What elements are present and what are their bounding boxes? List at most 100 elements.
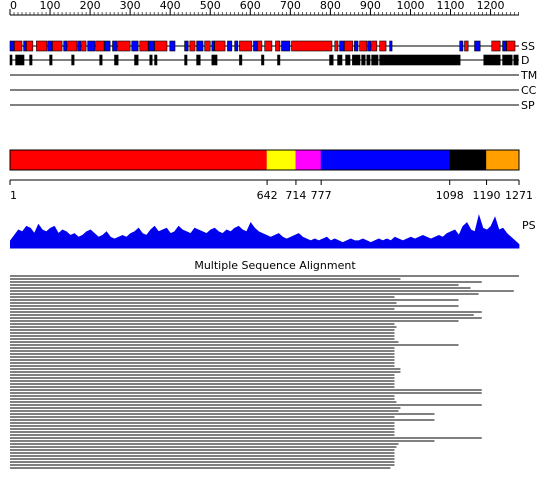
- track-label: CC: [521, 84, 537, 97]
- ruler-label: 300: [120, 0, 141, 12]
- helix: [275, 40, 281, 52]
- track-label: SP: [521, 99, 535, 112]
- ruler-label: 0: [10, 0, 17, 12]
- domain-label: 777: [311, 189, 332, 202]
- strand: [474, 40, 481, 52]
- helix: [379, 40, 387, 52]
- helix: [26, 40, 34, 52]
- strand: [502, 40, 507, 52]
- disorder: [379, 54, 461, 66]
- helix: [371, 40, 378, 52]
- disorder: [483, 54, 501, 66]
- disorder: [361, 54, 366, 66]
- track-label: TM: [520, 69, 537, 82]
- helix: [139, 40, 149, 52]
- disorder: [184, 54, 188, 66]
- strand: [367, 40, 372, 52]
- ruler-label: 600: [240, 0, 261, 12]
- helix: [214, 40, 226, 52]
- alignment-title: Multiple Sequence Alignment: [194, 259, 356, 272]
- domain-label: 1098: [436, 189, 464, 202]
- domain-border: [9, 149, 520, 171]
- disorder: [9, 54, 13, 66]
- domain: [295, 150, 322, 170]
- disorder: [277, 54, 281, 66]
- domain: [320, 150, 450, 170]
- ruler-label: 900: [360, 0, 381, 12]
- strand: [77, 40, 82, 52]
- disorder: [196, 54, 201, 66]
- strand: [459, 40, 464, 52]
- domain: [266, 150, 296, 170]
- track-label: SS: [521, 40, 535, 53]
- disorder: [134, 54, 139, 66]
- disorder: [366, 54, 371, 66]
- ruler-label: 1000: [396, 0, 424, 12]
- disorder: [261, 54, 265, 66]
- disorder: [345, 54, 351, 66]
- disorder: [49, 54, 53, 66]
- profile-label: PS: [522, 219, 536, 232]
- disorder: [15, 54, 25, 66]
- ruler-label: 700: [280, 0, 301, 12]
- strand: [196, 40, 204, 52]
- disorder: [502, 54, 513, 66]
- strand: [148, 40, 155, 52]
- strand: [354, 40, 359, 52]
- strand: [339, 40, 345, 52]
- domain-label: 1190: [473, 189, 501, 202]
- disorder: [211, 54, 218, 66]
- helix: [239, 40, 253, 52]
- ruler-label: 200: [80, 0, 101, 12]
- disorder: [114, 54, 119, 66]
- helix: [67, 40, 78, 52]
- disorder: [352, 54, 361, 66]
- strand: [234, 40, 239, 52]
- disorder: [29, 54, 33, 66]
- helix: [81, 40, 87, 52]
- disorder: [154, 54, 158, 66]
- helix: [257, 40, 263, 52]
- strand: [131, 40, 139, 52]
- disorder: [149, 54, 153, 66]
- helix: [491, 40, 501, 52]
- strand: [104, 40, 111, 52]
- domain: [486, 150, 519, 170]
- disorder: [71, 54, 75, 66]
- strand: [112, 40, 118, 52]
- strand: [227, 40, 233, 52]
- helix: [52, 40, 63, 52]
- helix: [344, 40, 354, 52]
- helix: [291, 40, 333, 52]
- domain-label: 714: [285, 189, 306, 202]
- track-label: D: [521, 54, 529, 67]
- strand: [47, 40, 53, 52]
- helix: [14, 40, 23, 52]
- helix: [464, 40, 469, 52]
- helix: [506, 40, 516, 52]
- disorder: [513, 54, 519, 66]
- domain-label: 1: [10, 189, 17, 202]
- strand: [63, 40, 68, 52]
- helix: [154, 40, 168, 52]
- ruler-label: 500: [200, 0, 221, 12]
- disorder: [329, 54, 334, 66]
- strand: [389, 40, 393, 52]
- helix: [36, 40, 48, 52]
- strand: [9, 40, 15, 52]
- strand: [184, 40, 189, 52]
- helix: [117, 40, 131, 52]
- strand: [87, 40, 96, 52]
- domain: [449, 150, 487, 170]
- disorder: [99, 54, 103, 66]
- domain-label: 642: [257, 189, 278, 202]
- disorder: [239, 54, 243, 66]
- strand: [169, 40, 176, 52]
- ruler-label: 1100: [437, 0, 465, 12]
- ruler-label: 800: [320, 0, 341, 12]
- domain: [10, 150, 268, 170]
- strand: [211, 40, 215, 52]
- strand: [281, 40, 291, 52]
- disorder: [337, 54, 343, 66]
